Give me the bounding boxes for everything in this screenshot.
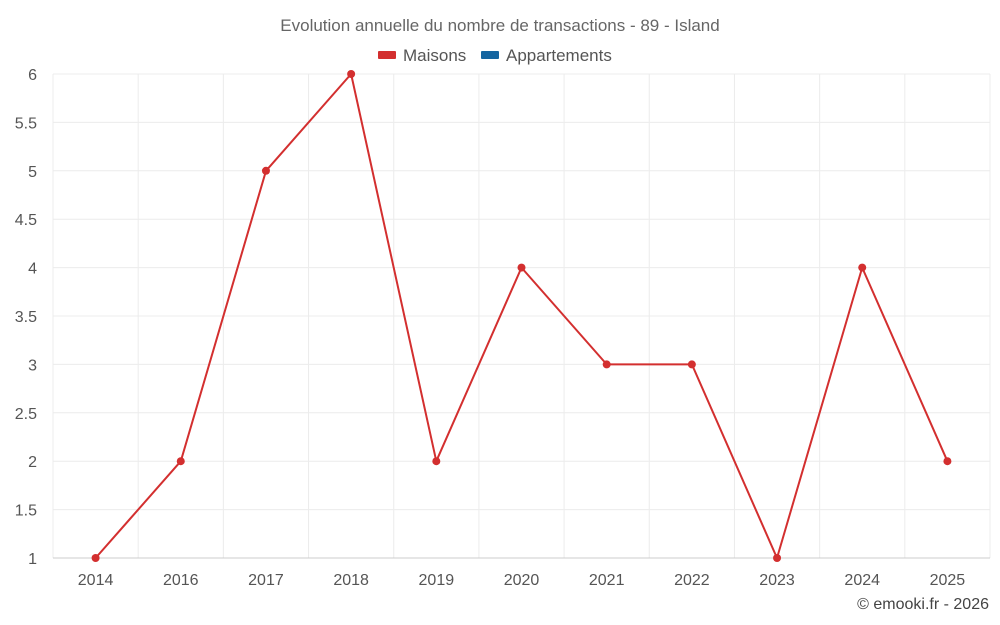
y-tick-label: 5 <box>28 164 37 181</box>
x-tick-label: 2017 <box>248 572 284 589</box>
x-tick-label: 2020 <box>504 572 540 589</box>
y-tick-label: 2 <box>28 454 37 471</box>
data-point[interactable] <box>176 457 185 466</box>
data-point[interactable] <box>687 360 696 369</box>
x-tick-label: 2016 <box>163 572 199 589</box>
credit-text: © emooki.fr - 2026 <box>857 596 989 613</box>
data-point[interactable] <box>773 554 782 562</box>
legend-label-appartements[interactable]: Appartements <box>506 46 612 65</box>
y-tick-label: 1 <box>28 551 37 568</box>
legend-item-maisons[interactable]: Maisons <box>378 46 466 65</box>
x-tick-label: 2023 <box>759 572 795 589</box>
data-point[interactable] <box>261 166 270 175</box>
x-tick-label: 2025 <box>930 572 966 589</box>
legend-item-appartements[interactable]: Appartements <box>481 46 612 65</box>
data-point[interactable] <box>943 457 952 466</box>
chart-title: Evolution annuelle du nombre de transact… <box>280 16 719 35</box>
data-point[interactable] <box>858 263 867 272</box>
x-tick-label: 2019 <box>419 572 455 589</box>
data-point[interactable] <box>517 263 526 272</box>
legend: Maisons Appartements <box>378 46 612 65</box>
legend-swatch-appartements <box>481 51 499 59</box>
data-point[interactable] <box>91 554 100 562</box>
x-axis-ticks: 2014 2016 2017 2018 2019 2020 2021 2022 2023 2024… <box>78 572 966 589</box>
grid <box>52 73 991 559</box>
y-tick-label: 5.5 <box>15 115 37 132</box>
y-tick-label: 2.5 <box>15 406 37 423</box>
data-point[interactable] <box>602 360 611 369</box>
y-tick-label: 6 <box>28 67 37 84</box>
y-tick-label: 4.5 <box>15 212 37 229</box>
x-tick-label: 2024 <box>844 572 880 589</box>
legend-label-maisons[interactable]: Maisons <box>403 46 466 65</box>
data-point[interactable] <box>432 457 441 466</box>
y-tick-label: 3 <box>28 357 37 374</box>
x-tick-label: 2018 <box>333 572 369 589</box>
x-tick-label: 2021 <box>589 572 625 589</box>
x-tick-label: 2014 <box>78 572 114 589</box>
y-tick-label: 3.5 <box>15 309 37 326</box>
x-tick-label: 2022 <box>674 572 710 589</box>
y-axis-ticks: 1 1.5 2 2.5 3 3.5 4 4.5 5 5.5 6 <box>15 67 37 568</box>
series <box>91 70 952 562</box>
y-tick-label: 4 <box>28 261 37 278</box>
y-tick-label: 1.5 <box>15 503 37 520</box>
legend-swatch-maisons <box>378 51 396 59</box>
data-point[interactable] <box>347 70 356 78</box>
